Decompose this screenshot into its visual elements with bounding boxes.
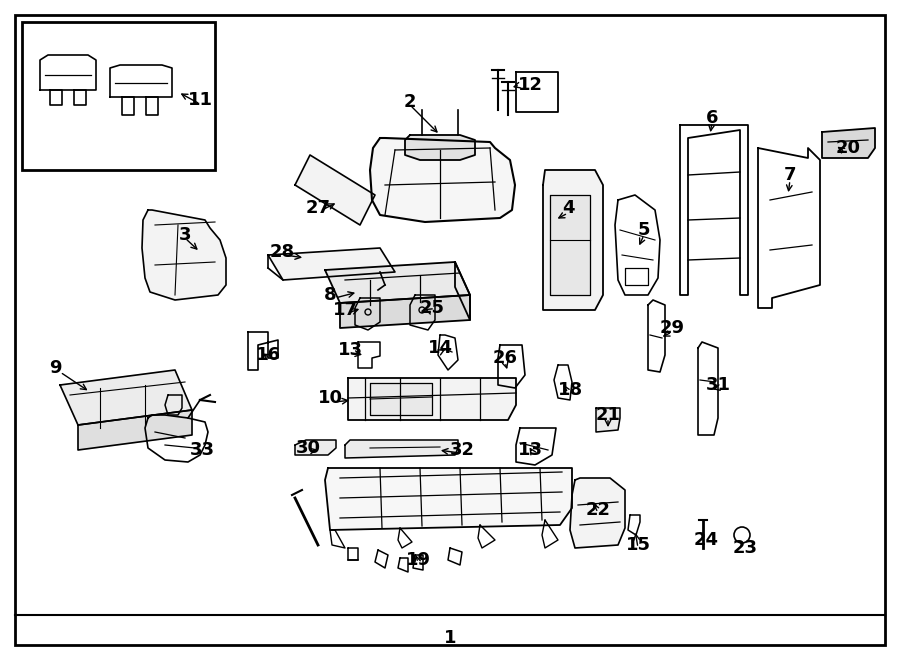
Polygon shape <box>142 210 226 300</box>
Text: 29: 29 <box>660 319 685 337</box>
Text: 6: 6 <box>706 109 718 127</box>
Text: 25: 25 <box>419 299 445 317</box>
Text: 8: 8 <box>324 286 337 304</box>
Text: 16: 16 <box>256 346 281 364</box>
Polygon shape <box>348 378 516 420</box>
Polygon shape <box>325 468 572 530</box>
Text: 2: 2 <box>404 93 416 111</box>
Text: 17: 17 <box>332 301 357 319</box>
Text: 12: 12 <box>518 76 543 94</box>
Polygon shape <box>822 128 875 158</box>
Text: 19: 19 <box>406 551 430 569</box>
Text: 32: 32 <box>449 441 474 459</box>
Text: 26: 26 <box>492 349 517 367</box>
Polygon shape <box>405 135 475 160</box>
Text: 5: 5 <box>638 221 650 239</box>
Text: 23: 23 <box>733 539 758 557</box>
Text: 20: 20 <box>835 139 860 157</box>
Text: 27: 27 <box>305 199 330 217</box>
Polygon shape <box>295 440 336 455</box>
Text: 11: 11 <box>187 91 212 109</box>
Text: 14: 14 <box>428 339 453 357</box>
Polygon shape <box>78 410 192 450</box>
Polygon shape <box>268 248 395 280</box>
Text: 7: 7 <box>784 166 796 184</box>
Polygon shape <box>596 408 620 432</box>
Text: 30: 30 <box>295 439 320 457</box>
Text: 18: 18 <box>557 381 582 399</box>
Polygon shape <box>325 262 470 303</box>
Text: 1: 1 <box>444 629 456 647</box>
Polygon shape <box>340 295 470 328</box>
Text: 13: 13 <box>338 341 363 359</box>
Text: 22: 22 <box>586 501 610 519</box>
Polygon shape <box>570 478 625 548</box>
Polygon shape <box>370 138 515 222</box>
Polygon shape <box>345 440 458 458</box>
Text: 10: 10 <box>318 389 343 407</box>
Polygon shape <box>543 170 603 310</box>
Text: 9: 9 <box>49 359 61 377</box>
Text: 33: 33 <box>190 441 214 459</box>
Text: 21: 21 <box>596 406 620 424</box>
Text: 13: 13 <box>518 441 543 459</box>
Text: 3: 3 <box>179 226 191 244</box>
Polygon shape <box>295 155 375 225</box>
Polygon shape <box>550 195 590 295</box>
Text: 31: 31 <box>706 376 731 394</box>
Polygon shape <box>370 383 432 415</box>
Text: 4: 4 <box>562 199 574 217</box>
Text: 24: 24 <box>694 531 718 549</box>
Text: 15: 15 <box>626 536 651 554</box>
Polygon shape <box>60 370 192 425</box>
Text: 28: 28 <box>269 243 294 261</box>
